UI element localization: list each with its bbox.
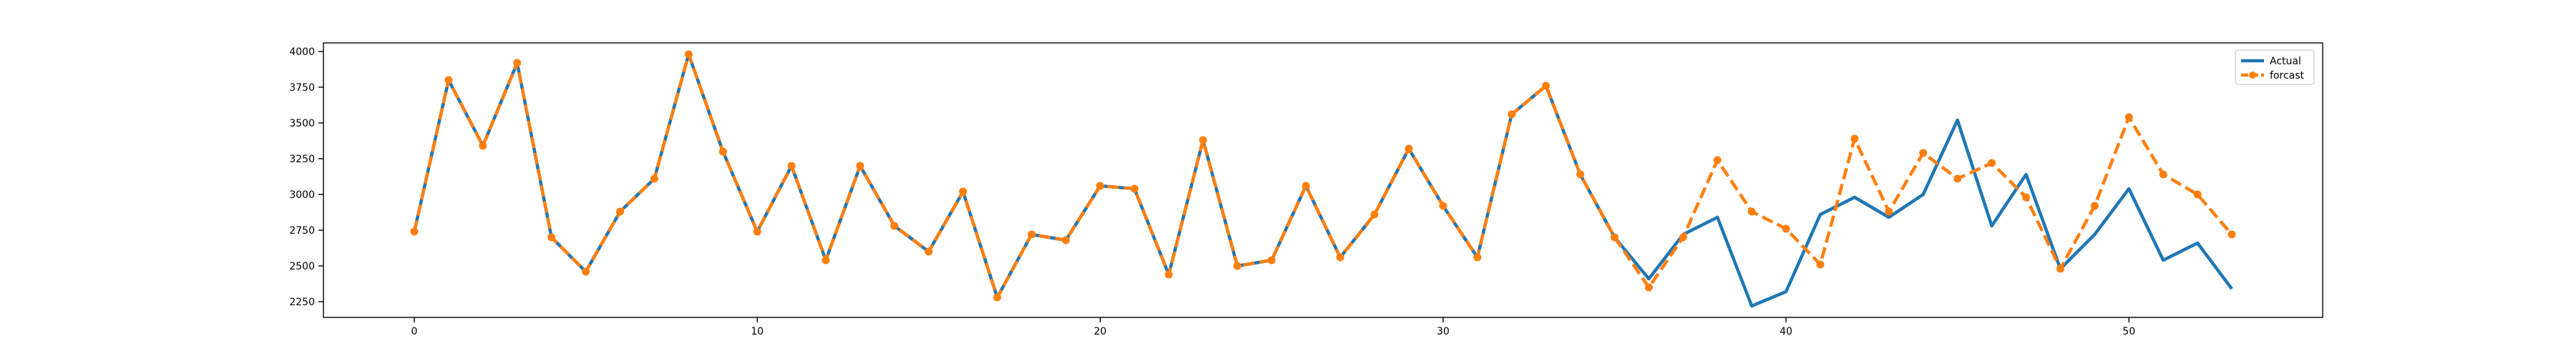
data-point [1405, 144, 1413, 153]
data-point [1816, 260, 1825, 269]
data-point [2193, 190, 2202, 199]
data-point [1336, 253, 1345, 262]
y-tick-label: 4000 [289, 46, 315, 58]
plot-frame [323, 42, 2323, 318]
data-point [1885, 207, 1893, 216]
y-tick-label: 2250 [289, 297, 315, 308]
x-tick-label: 40 [1780, 326, 1792, 337]
data-point [1576, 170, 1584, 179]
y-tick-label: 3250 [289, 154, 315, 165]
y-tick-label: 3500 [289, 118, 315, 129]
data-point [1130, 184, 1138, 193]
data-point [1199, 136, 1207, 144]
data-point [1782, 224, 1790, 233]
data-point [1508, 110, 1516, 119]
data-point [650, 174, 658, 183]
data-point [1542, 81, 1551, 90]
legend-label-forcast: forcast [2270, 70, 2305, 81]
data-point [787, 162, 796, 170]
x-tick-label: 20 [1094, 326, 1107, 337]
data-point [856, 162, 864, 170]
data-point [821, 256, 830, 264]
data-point [1370, 210, 1379, 219]
data-point [2090, 202, 2099, 210]
data-point [1267, 256, 1276, 264]
data-point [1610, 233, 1619, 242]
data-point [616, 207, 625, 216]
data-point [1988, 159, 1996, 167]
data-point [924, 247, 933, 256]
series-forcast [410, 50, 2236, 302]
y-tick-label: 3000 [289, 189, 315, 201]
y-tick-label: 3750 [289, 82, 315, 94]
legend-label-actual: Actual [2270, 56, 2301, 67]
data-point [1713, 156, 1722, 164]
series-line-forcast [412, 52, 2233, 300]
data-point [1028, 230, 1036, 239]
data-point [1747, 207, 1756, 216]
data-point [753, 227, 761, 236]
data-point [582, 267, 590, 276]
data-point [684, 50, 693, 59]
data-point [1302, 182, 1310, 190]
data-point [479, 142, 487, 150]
data-point [890, 222, 899, 230]
data-point [2228, 230, 2236, 239]
data-point [513, 59, 522, 67]
data-point [1679, 233, 1687, 242]
data-point [1644, 283, 1653, 292]
data-point [2021, 193, 2030, 202]
x-tick-label: 30 [1437, 326, 1450, 337]
data-point [1473, 253, 1482, 262]
x-tick-label: 0 [411, 326, 418, 337]
data-point [959, 187, 967, 196]
data-point [1233, 262, 1241, 270]
y-tick-label: 2500 [289, 261, 315, 272]
y-tick-label: 2750 [289, 225, 315, 237]
x-tick-label: 10 [751, 326, 763, 337]
data-point [410, 227, 419, 236]
data-point [547, 233, 556, 242]
data-point [2056, 264, 2064, 273]
data-point [2159, 170, 2167, 179]
data-point [444, 76, 453, 84]
legend: Actual forcast [2235, 49, 2315, 85]
data-point [1164, 270, 1173, 279]
data-point [1439, 202, 1448, 210]
data-point [718, 147, 727, 156]
data-point [993, 293, 1002, 302]
data-point [1919, 149, 1928, 157]
data-point [1850, 134, 1859, 143]
data-point [2124, 113, 2133, 122]
data-point [1096, 182, 1104, 190]
axes-layer: 0 10 20 30 40 50 2250 2500 2750 3000 3250 3500 3750 4… [289, 42, 2323, 337]
data-point [1062, 236, 1070, 244]
x-tick-label: 50 [2122, 326, 2135, 337]
series-layer [410, 50, 2236, 308]
data-point [1953, 174, 1962, 183]
legend-marker-forcast [2249, 71, 2256, 79]
